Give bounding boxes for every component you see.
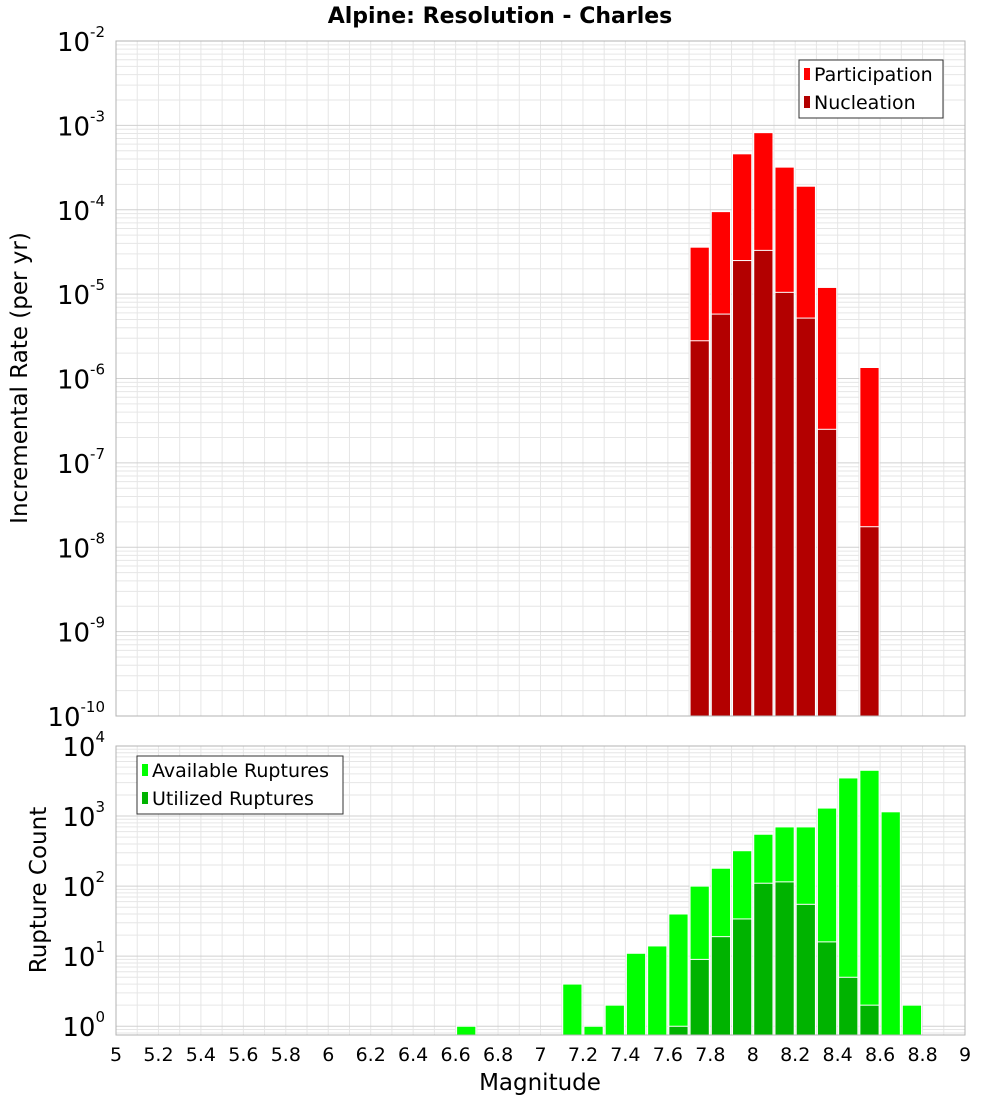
legend: Available Ruptures Utilized Ruptures: [136, 755, 344, 815]
x-tick-label: 8.2: [780, 1044, 810, 1066]
legend: Participation Nucleation: [798, 59, 944, 119]
bottom-y-tick: 101: [62, 938, 105, 973]
bottom-plot-panel: 100 101 102 103 104 Available Ruptures Utilize…: [62, 728, 966, 1043]
bar-available-ruptures: [901, 1004, 923, 1036]
bar-nucleation: [774, 291, 795, 717]
bar-utilized-ruptures: [753, 882, 774, 1036]
bars: [456, 769, 923, 1036]
bar-utilized-ruptures: [816, 941, 838, 1036]
bar-utilized-ruptures: [689, 958, 710, 1036]
top-y-tick: 10-7: [57, 445, 105, 480]
bar-nucleation: [795, 317, 816, 717]
bar-utilized-ruptures: [838, 976, 859, 1036]
plot-frame: [115, 745, 966, 1036]
bar-available-ruptures: [604, 1004, 625, 1036]
top-y-tick: 10-4: [57, 192, 105, 227]
x-tick-label: 9: [959, 1044, 971, 1066]
bottom-y-tick: 100: [62, 1008, 105, 1043]
bar-available-ruptures: [880, 811, 901, 1036]
x-tick-label: 5.4: [186, 1044, 216, 1066]
bar-available-ruptures: [456, 1025, 477, 1036]
grid: [115, 40, 966, 717]
top-plot-panel: 10-10 10-9 10-8 10-7 10-6 10-5 10-4 10-3 10-2 Par…: [47, 23, 966, 733]
legend-swatch: [804, 96, 810, 108]
bottom-y-axis-label: Rupture Count: [26, 807, 52, 973]
bar-utilized-ruptures: [859, 1004, 880, 1036]
bar-available-ruptures: [647, 945, 668, 1036]
bar-available-ruptures: [859, 769, 880, 1036]
x-tick-label: 7.6: [653, 1044, 683, 1066]
bar-nucleation: [753, 249, 774, 717]
x-tick-label: 7.8: [695, 1044, 725, 1066]
bar-nucleation: [689, 340, 710, 717]
bar-utilized-ruptures: [710, 936, 732, 1036]
bar-utilized-ruptures: [795, 903, 816, 1036]
legend-swatch: [142, 764, 148, 776]
bottom-y-tick: 102: [62, 868, 105, 903]
x-axis-label: Magnitude: [479, 1070, 601, 1096]
top-y-tick: 10-8: [57, 529, 105, 564]
bar-utilized-ruptures: [732, 918, 753, 1036]
legend-box: [136, 755, 344, 815]
x-tick-label: 6.8: [483, 1044, 513, 1066]
x-tick-label: 8.8: [907, 1044, 937, 1066]
bottom-y-tick: 104: [62, 728, 105, 763]
chart-title: Alpine: Resolution - Charles: [328, 4, 673, 29]
x-tick-label: 5.8: [271, 1044, 301, 1066]
x-tick-label: 6.4: [398, 1044, 428, 1066]
x-tick-labels: 5 5.2 5.4 5.6 5.8 6 6.2 6.4 6.6 6.8 7 7.2 7.4 7.6 7.8 8…: [110, 1044, 971, 1066]
x-tick-label: 8.4: [823, 1044, 853, 1066]
top-y-tick: 10-3: [57, 107, 105, 142]
x-tick-label: 6: [322, 1044, 334, 1066]
bottom-y-tick: 103: [62, 798, 105, 833]
x-tick-label: 6.6: [440, 1044, 470, 1066]
bar-available-ruptures: [562, 983, 583, 1036]
legend-label: Available Ruptures: [152, 760, 329, 782]
top-y-tick: 10-6: [57, 361, 105, 396]
x-tick-label: 7: [534, 1044, 546, 1066]
legend-label: Utilized Ruptures: [152, 788, 314, 810]
top-y-axis-label: Incremental Rate (per yr): [7, 232, 33, 524]
x-tick-label: 7.4: [610, 1044, 640, 1066]
bar-nucleation: [816, 428, 838, 717]
x-tick-label: 5.2: [143, 1044, 173, 1066]
x-tick-label: 8: [747, 1044, 759, 1066]
bar-nucleation: [859, 526, 880, 717]
top-y-tick: 10-9: [57, 614, 105, 649]
top-y-tick: 10-2: [57, 23, 105, 58]
plot-frame: [115, 40, 966, 717]
legend-swatch: [804, 68, 810, 80]
x-tick-label: 5: [110, 1044, 122, 1066]
x-tick-label: 6.2: [356, 1044, 386, 1066]
bar-nucleation: [710, 313, 732, 717]
top-y-tick: 10-10: [47, 698, 105, 733]
grid: [115, 745, 966, 1035]
x-tick-label: 7.2: [568, 1044, 598, 1066]
legend-swatch: [142, 792, 148, 804]
x-tick-label: 8.6: [865, 1044, 895, 1066]
legend-label: Participation: [814, 64, 933, 86]
bar-utilized-ruptures: [668, 1025, 689, 1036]
top-y-tick: 10-5: [57, 276, 105, 311]
x-tick-label: 5.6: [228, 1044, 258, 1066]
bar-available-ruptures: [583, 1025, 604, 1036]
legend-label: Nucleation: [814, 92, 916, 114]
bar-utilized-ruptures: [774, 881, 795, 1036]
bar-nucleation: [732, 260, 753, 717]
legend-box: [798, 59, 944, 119]
bar-available-ruptures: [668, 913, 689, 1036]
bar-available-ruptures: [625, 952, 647, 1036]
